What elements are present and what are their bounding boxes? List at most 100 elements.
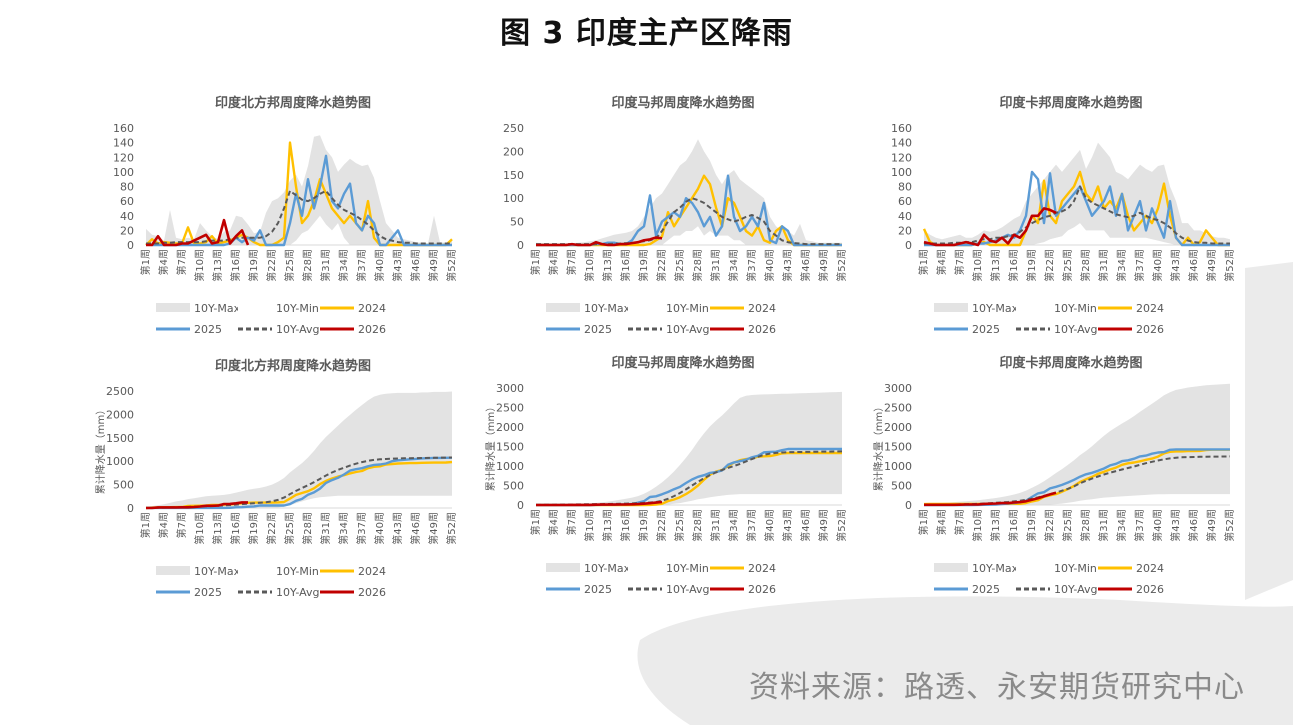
legend-item: 2026 [710,583,776,596]
series-10y-min-area [924,494,1230,505]
legend-item: 10Y-Avg [1016,323,1098,336]
y-tick-label: 2500 [884,402,912,415]
legend-label: 10Y-Avg [276,323,320,336]
y-axis-label: 累计降水量（mm） [872,402,885,491]
x-tick-label: 第13周 [989,509,1002,542]
y-tick-label: 0 [127,239,134,252]
x-tick-label: 第37周 [355,249,368,282]
x-tick-label: 第43周 [391,512,404,545]
legend-label: 2024 [1136,562,1164,575]
legend-item: 2025 [546,583,612,596]
x-tick-label: 第7周 [565,249,578,275]
y-tick-label: 500 [503,480,524,493]
x-tick-label: 第25周 [1061,249,1074,282]
x-tick-label: 第13周 [989,249,1002,282]
x-tick-label: 第19周 [637,249,650,282]
x-tick-label: 第37周 [745,249,758,282]
legend-label: 2026 [748,583,776,596]
x-tick-label: 第1周 [917,249,930,275]
y-tick-label: 40 [120,210,134,223]
legend-label: 10Y-Max [194,565,241,578]
legend-item: 10Y-Avg [1016,583,1098,596]
legend-label: 10Y-Max [972,562,1019,575]
legend-item: 10Y-Max [934,302,1019,315]
x-tick-label: 第40周 [763,249,776,282]
legend-label: 10Y-Min [666,302,709,315]
legend-item: 2026 [1098,583,1164,596]
x-tick-label: 第13周 [211,512,224,545]
y-tick-label: 120 [891,151,912,164]
x-tick-label: 第52周 [835,509,848,542]
y-tick-label: 160 [113,122,134,135]
y-tick-label: 20 [120,224,134,237]
chart-title: 印度马邦周度降水趋势图 [611,95,754,111]
x-tick-label: 第31周 [1097,509,1110,542]
legend-item: 10Y-Max [156,565,241,578]
x-tick-label: 第52周 [445,249,458,282]
legend-label: 2025 [194,586,222,599]
series-10y-max-area [146,135,452,245]
series-2026-line [536,500,663,507]
x-tick-label: 第22周 [1043,249,1056,282]
y-tick-label: 200 [503,145,524,158]
x-tick-label: 第40周 [373,512,386,545]
y-tick-label: 2500 [106,385,134,398]
x-tick-label: 第19周 [1025,249,1038,282]
y-tick-label: 1000 [884,460,912,473]
x-tick-label: 第43周 [391,249,404,282]
chart-title: 印度卡邦周度降水趋势图 [999,95,1142,111]
x-tick-label: 第10周 [583,249,596,282]
series-10y-max-area [536,139,842,245]
x-tick-label: 第4周 [935,509,948,535]
x-tick-label: 第49周 [427,249,440,282]
legend-item: 10Y-Avg [238,586,320,599]
x-tick-label: 第49周 [817,249,830,282]
y-tick-label: 0 [127,502,134,515]
series-2026-line [146,218,250,247]
x-tick-label: 第1周 [917,509,930,535]
legend-label: 10Y-Min [276,565,319,578]
x-tick-label: 第28周 [691,249,704,282]
legend-label: 10Y-Min [666,562,709,575]
series-10y-min-area [536,226,842,245]
series-10y-min-area [146,495,452,508]
legend-item: 10Y-Avg [628,583,710,596]
series-10y-max-area [924,383,1230,505]
x-tick-label: 第19周 [637,509,650,542]
y-tick-label: 40 [898,210,912,223]
x-tick-label: 第10周 [583,509,596,542]
legend-label: 2024 [358,302,386,315]
legend-item: 10Y-Min [1016,562,1097,575]
legend-item: 2024 [710,302,776,315]
x-tick-label: 第40周 [373,249,386,282]
legend-item: 10Y-Max [156,302,241,315]
legend-item: 2024 [320,565,386,578]
chart-title: 印度马邦周度降水趋势图 [611,355,754,371]
legend-item: 2024 [1098,302,1164,315]
legend-label: 10Y-Avg [1054,323,1098,336]
x-tick-label: 第4周 [935,249,948,275]
chart-panel-up-weekly: 印度北方邦周度降水趋势图 0 20 40 60 80 100 120 140 160 第1周 第4周第… [90,90,490,340]
x-tick-label: 第7周 [953,249,966,275]
y-tick-label: 0 [517,239,524,252]
legend-label: 2024 [358,565,386,578]
x-tick-label: 第37周 [745,509,758,542]
x-tick-label: 第34周 [337,512,350,545]
y-tick-label: 500 [113,479,134,492]
x-tick-label: 第19周 [247,249,260,282]
x-tick-label: 第10周 [193,512,206,545]
y-axis-label: 累计降水量（mm） [94,405,107,494]
series-2026-line [536,236,663,247]
y-tick-label: 2000 [106,408,134,421]
x-tick-label: 第28周 [1079,249,1092,282]
y-tick-label: 100 [891,166,912,179]
x-tick-label: 第16周 [619,509,632,542]
series-10y-avg-line [146,189,452,245]
x-tick-label: 第40周 [1151,249,1164,282]
legend-label: 2024 [748,562,776,575]
series-2026-line [146,501,248,510]
